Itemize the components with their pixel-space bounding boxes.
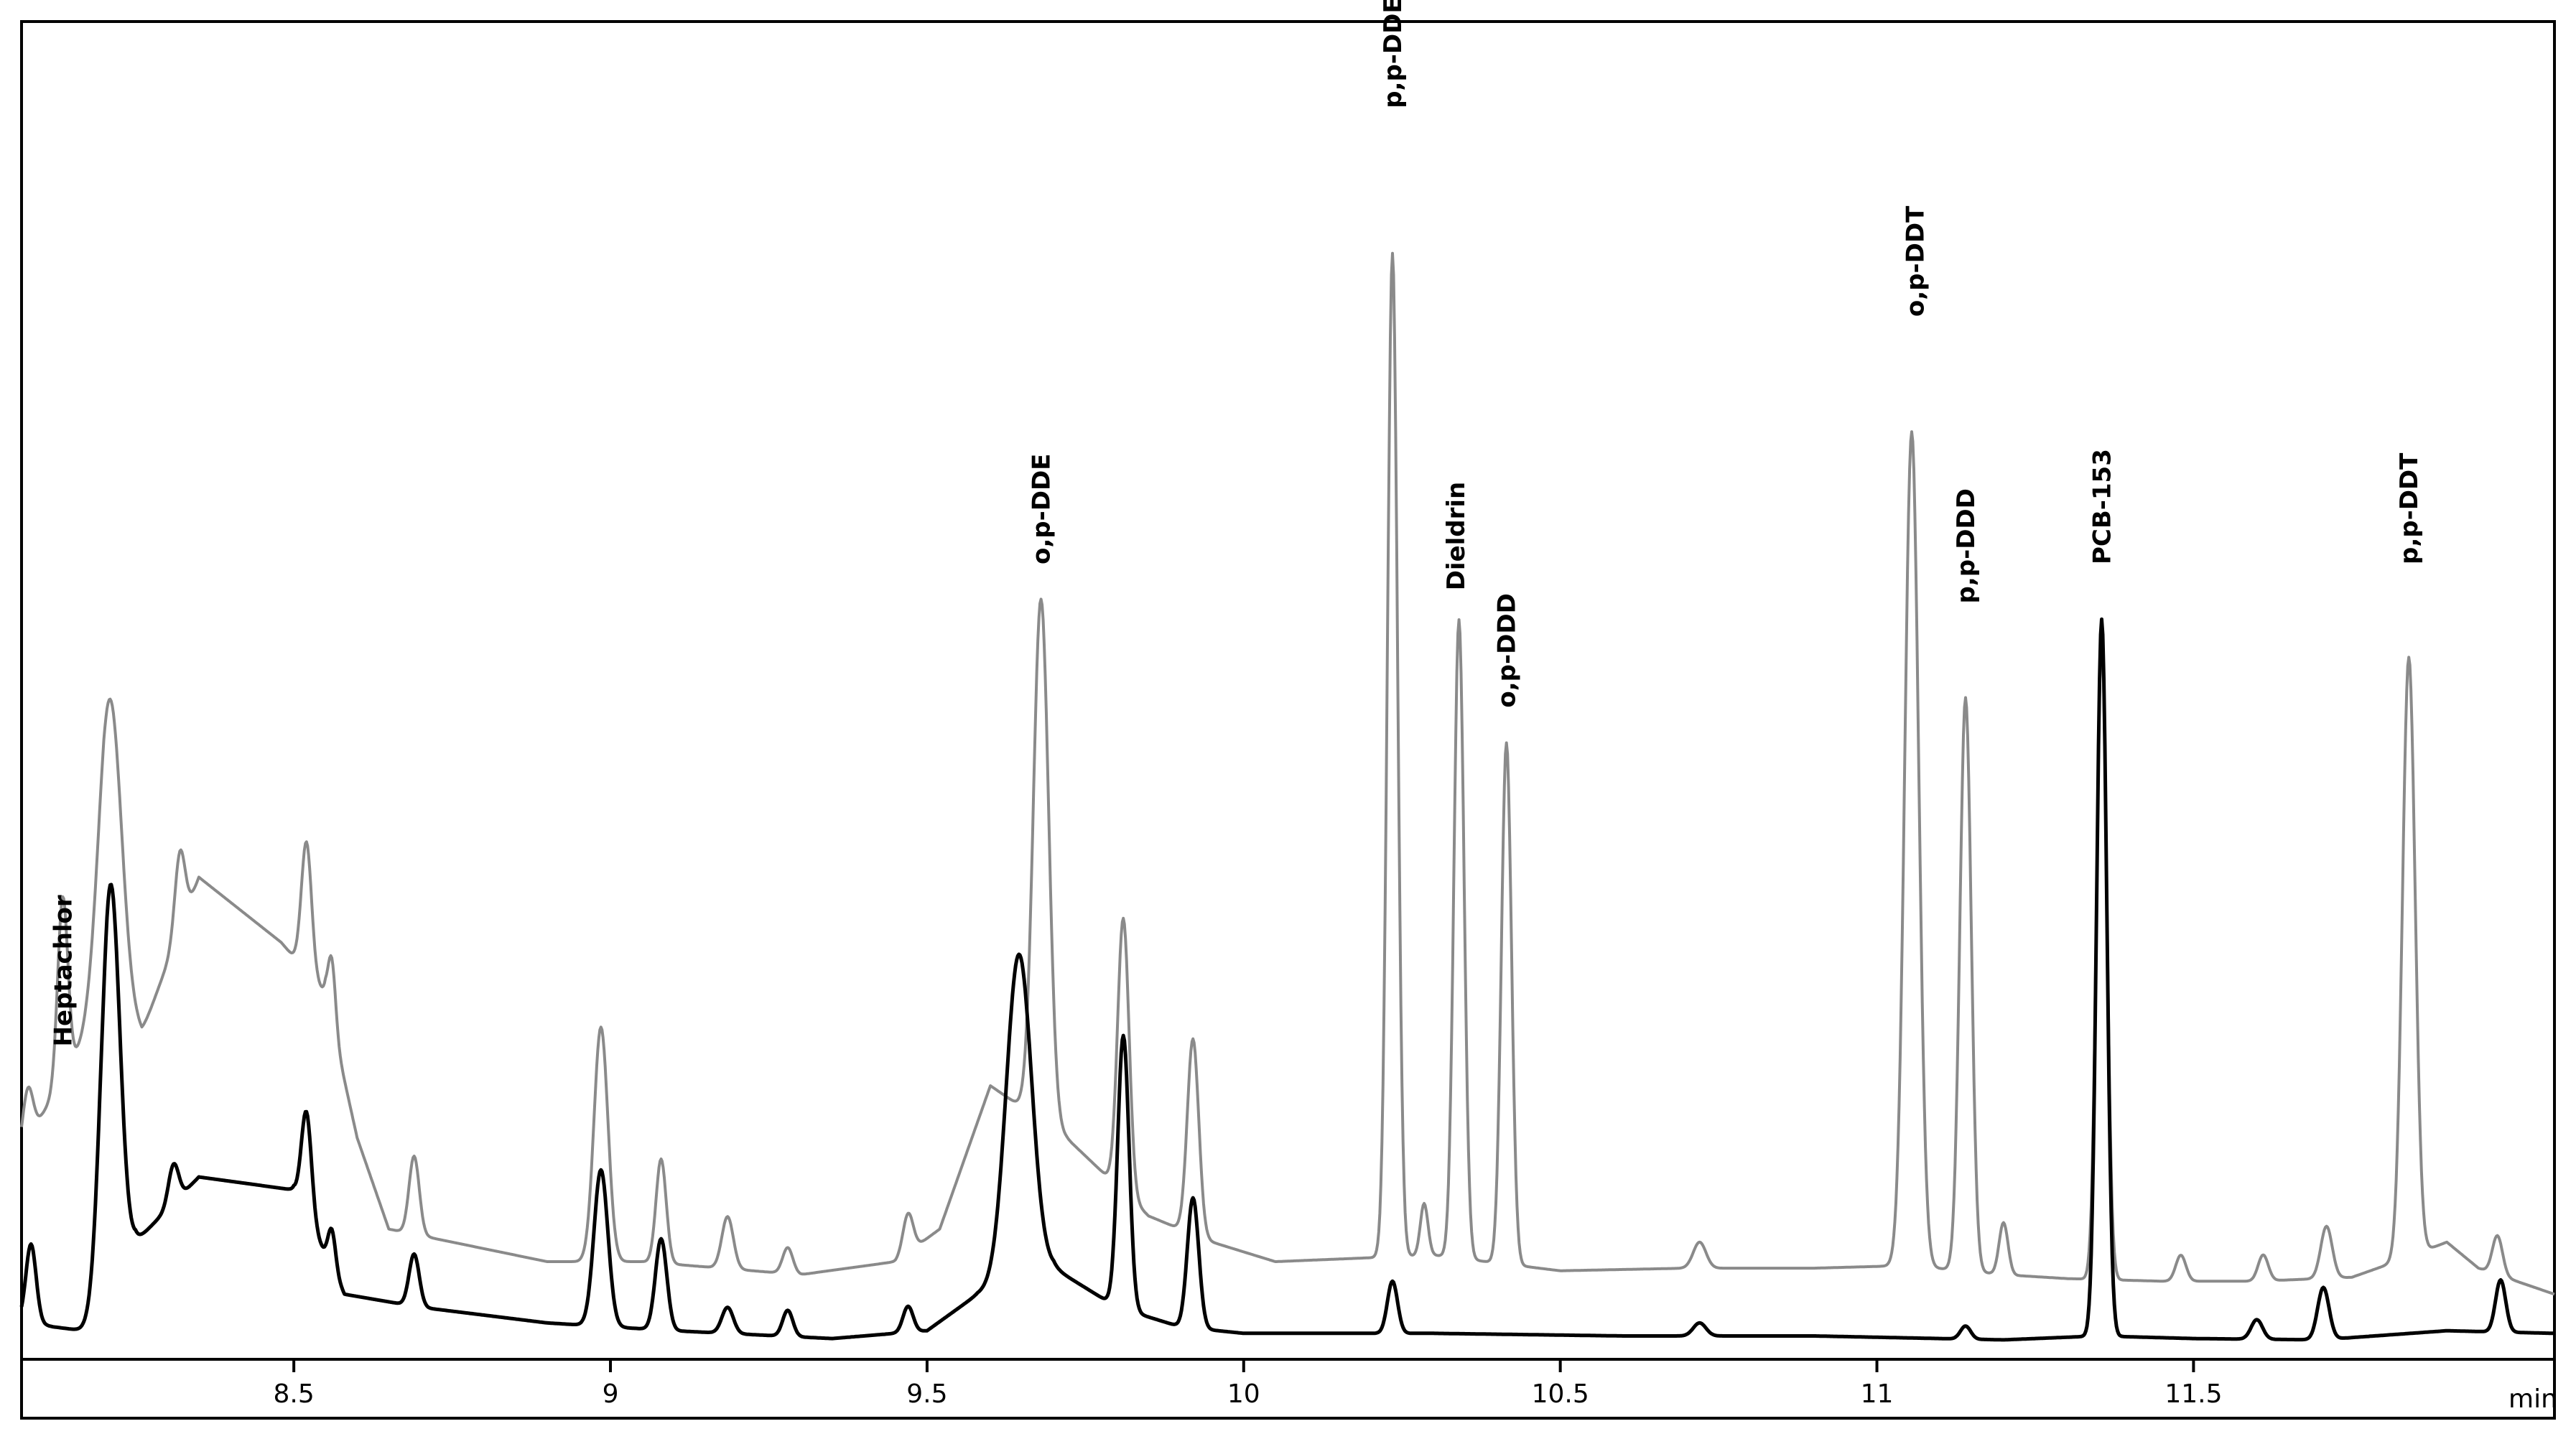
x-tick-label: 9.5 xyxy=(906,1379,947,1409)
series-line-lower-trace xyxy=(19,617,2555,1342)
peak-label: p,p-DDD xyxy=(1952,488,1981,603)
peak-label: o,p-DDD xyxy=(1493,593,1522,707)
peak-label: Heptachlor xyxy=(49,895,78,1046)
peak-annotations: Heptachlor o,p-DDE p,p-DDE Dieldrin o,p-DDD o… xyxy=(49,0,2424,1047)
peak-label: p,p-DDE xyxy=(1379,0,1408,108)
x-axis-ticks: 8.5 9 9.5 10 10.5 11 11.5 xyxy=(274,1359,2222,1409)
peak-label: o,p-DDT xyxy=(1901,205,1930,317)
x-tick-label: 10 xyxy=(1227,1379,1260,1409)
peak-label: p,p-DDT xyxy=(2395,452,2424,564)
x-axis-label: min xyxy=(2508,1384,2557,1414)
x-tick-label: 8.5 xyxy=(274,1379,315,1409)
peak-label: Dieldrin xyxy=(1442,482,1471,591)
peak-label: o,p-DDE xyxy=(1028,454,1056,564)
traces xyxy=(19,251,2555,1342)
x-tick-label: 10.5 xyxy=(1532,1379,1589,1409)
x-tick-label: 11.5 xyxy=(2165,1379,2222,1409)
series-line-upper-trace xyxy=(20,251,2555,1296)
x-tick-label: 9 xyxy=(603,1379,619,1409)
peak-label: PCB-153 xyxy=(2088,449,2117,564)
plot-frame xyxy=(20,20,2556,1420)
x-tick-label: 11 xyxy=(1861,1379,1894,1409)
